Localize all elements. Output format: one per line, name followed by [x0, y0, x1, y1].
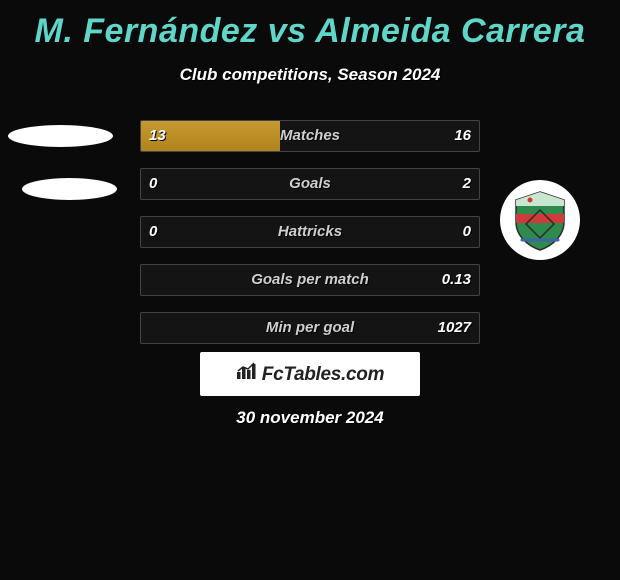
stat-value-left: 13 — [149, 121, 166, 151]
stat-label: Min per goal — [141, 313, 479, 343]
stat-value-right: 0 — [463, 217, 471, 247]
club-badge-right — [500, 180, 580, 260]
stat-row: Goals0 2 — [140, 168, 480, 200]
bar-chart-icon — [236, 362, 258, 380]
stat-row: Hattricks0 0 — [140, 216, 480, 248]
player-placeholder-left — [8, 125, 113, 147]
stat-value-left: 0 — [149, 169, 157, 199]
snapshot-date: 30 november 2024 — [0, 408, 620, 428]
source-logo-box: FcTables.com — [200, 352, 420, 396]
page-subtitle: Club competitions, Season 2024 — [0, 65, 620, 85]
stats-table: Matches1316Goals02Hattricks00Goals per m… — [140, 120, 480, 360]
stat-value-right: 0.13 — [442, 265, 471, 295]
stat-row: Goals per match0.13 — [140, 264, 480, 296]
stat-value-left: 0 — [149, 217, 157, 247]
stat-label: Goals — [141, 169, 479, 199]
player-placeholder-left — [22, 178, 117, 200]
stat-row: Min per goal1027 — [140, 312, 480, 344]
stat-value-right: 16 — [454, 121, 471, 151]
stat-label: Goals per match — [141, 265, 479, 295]
stat-row: Matches13 16 — [140, 120, 480, 152]
page-title: M. Fernández vs Almeida Carrera — [0, 0, 620, 51]
club-crest-icon — [508, 188, 572, 252]
source-logo-text: FcTables.com — [262, 364, 384, 386]
stat-value-right: 2 — [463, 169, 471, 199]
stat-label: Hattricks — [141, 217, 479, 247]
stat-label: Matches — [141, 121, 479, 151]
stat-value-right: 1027 — [438, 313, 471, 343]
